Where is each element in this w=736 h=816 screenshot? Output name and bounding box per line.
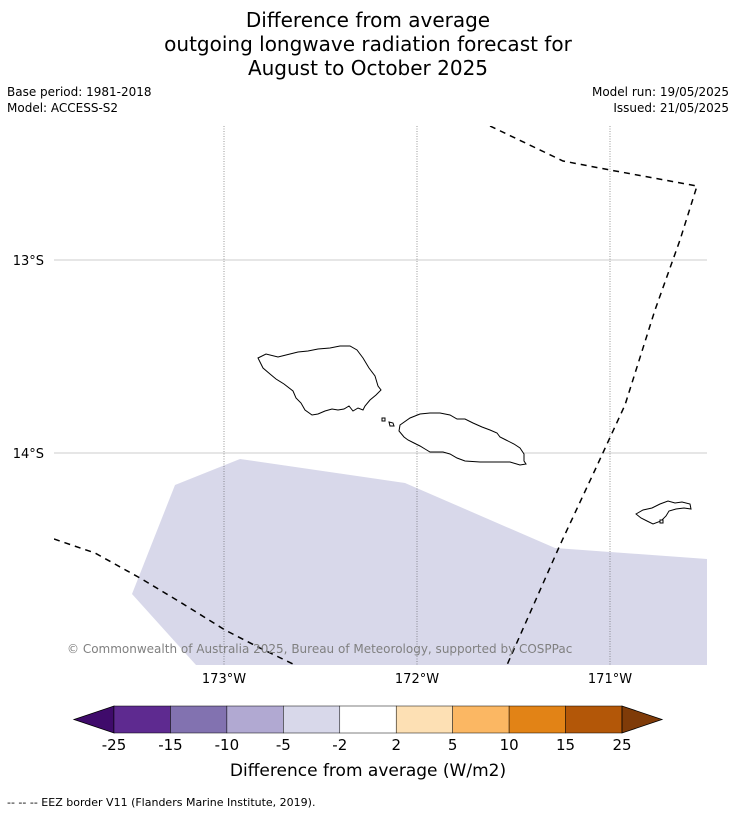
meta-left: Base period: 1981-2018 Model: ACCESS-S2 <box>7 84 152 116</box>
model-run: Model run: 19/05/2025 <box>591 85 729 99</box>
colorbar-tick-label: 25 <box>612 736 631 754</box>
colorbar-box <box>395 705 453 734</box>
anomaly-region <box>132 459 707 665</box>
aunuu-island <box>659 519 664 524</box>
colorbar: -25 -15 -10 -5 -2 2 5 10 15 25 <box>72 705 664 754</box>
colorbar-tick-label: -15 <box>158 736 183 754</box>
colorbar-box <box>226 705 284 734</box>
lat-label-13s: 13°S <box>13 254 44 269</box>
colorbar-box <box>508 705 566 734</box>
colorbar-tick-label: -5 <box>276 736 291 754</box>
issued-date: Issued: 21/05/2025 <box>613 101 729 115</box>
colorbar-tick-label: -25 <box>102 736 127 754</box>
title-line-1: Difference from average <box>245 8 491 32</box>
colorbar-tick-label: -10 <box>215 736 240 754</box>
copyright-text: © Commonwealth of Australia 2025, Bureau… <box>67 642 572 656</box>
savaii-island <box>257 345 382 416</box>
manono-island <box>388 421 395 427</box>
colorbar-tick-label: -2 <box>332 736 347 754</box>
colorbar-tick-label: 15 <box>556 736 575 754</box>
lon-label-172w: 172°W <box>395 672 439 687</box>
base-period: Base period: 1981-2018 <box>7 85 152 99</box>
lon-label-171w: 171°W <box>588 672 632 687</box>
upolu-island <box>398 412 527 466</box>
colorbar-label: Difference from average (W/m2) <box>229 761 507 781</box>
colorbar-tick-label: 5 <box>448 736 458 754</box>
title-line-2: outgoing longwave radiation forecast for <box>164 32 572 56</box>
colorbar-extend-low <box>72 705 115 734</box>
map-area: © Commonwealth of Australia 2025, Bureau… <box>54 126 707 665</box>
title-line-3: August to October 2025 <box>247 56 489 80</box>
chart-title: Difference from average outgoing longwav… <box>0 8 736 80</box>
colorbar-box <box>113 705 171 734</box>
colorbar-box <box>565 705 623 734</box>
colorbar-box <box>452 705 510 734</box>
colorbar-box <box>283 705 341 734</box>
colorbar-tick-label: 10 <box>500 736 519 754</box>
lon-label-173w: 173°W <box>202 672 246 687</box>
tutuila-island <box>635 500 692 525</box>
colorbar-extend-high <box>621 705 664 734</box>
apolima-island <box>381 417 386 422</box>
lat-label-14s: 14°S <box>13 447 44 462</box>
eez-border-north <box>489 126 698 665</box>
colorbar-box <box>170 705 228 734</box>
colorbar-tick-label: 2 <box>391 736 401 754</box>
meta-right: Model run: 19/05/2025 Issued: 21/05/2025 <box>592 84 729 116</box>
model-name: Model: ACCESS-S2 <box>7 101 119 115</box>
eez-footnote: -- -- -- EEZ border V11 (Flanders Marine… <box>7 796 316 809</box>
colorbar-box <box>339 705 397 734</box>
eez-border-southwest <box>54 538 296 665</box>
